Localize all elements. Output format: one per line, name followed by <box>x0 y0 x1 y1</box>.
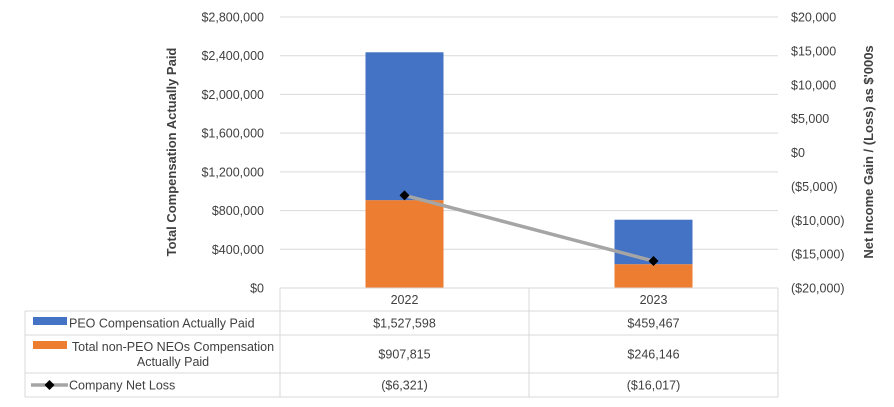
y2-tick-label: ($15,000) <box>791 248 845 262</box>
legend-marker <box>44 380 55 390</box>
y2-tick-label: $15,000 <box>791 44 836 58</box>
data-label: $907,815 <box>378 348 430 362</box>
series-line <box>402 193 656 263</box>
data-label: ($6,321) <box>381 379 428 393</box>
y2-tick-label: ($10,000) <box>791 214 845 228</box>
y2-tick-label: ($20,000) <box>791 282 845 296</box>
bars <box>365 52 693 288</box>
data-label: $459,467 <box>627 317 679 331</box>
axes: $0 $400,000 $800,000 $1,200,000 $1,600,000 $2… <box>164 11 876 296</box>
y-tick-label: $800,000 <box>212 204 264 218</box>
legend-key <box>33 317 67 325</box>
y-tick-label: $2,800,000 <box>201 11 264 25</box>
line-marker <box>399 190 410 201</box>
y-tick-label: $400,000 <box>212 243 264 257</box>
y2-axis-title: Net Income Gain / (Loss) as $'000s <box>861 45 876 258</box>
bar-segment <box>365 52 444 201</box>
y-tick-label: $1,600,000 <box>201 127 264 141</box>
gridlines <box>280 16 778 250</box>
y-tick-label: $2,000,000 <box>201 88 264 102</box>
y2-tick-label: $10,000 <box>791 78 836 92</box>
data-label: $246,146 <box>627 348 679 362</box>
y2-tick-label: ($5,000) <box>791 180 838 194</box>
y2-tick-label: $5,000 <box>791 112 829 126</box>
data-label: $1,527,598 <box>373 317 436 331</box>
legend-label: Actually Paid <box>137 355 209 369</box>
y-tick-label: $1,200,000 <box>201 165 264 179</box>
net-loss-line <box>399 190 659 267</box>
y-tick-label: $0 <box>250 282 264 296</box>
y-tick-label: $2,400,000 <box>201 49 264 63</box>
y-axis-title: Total Compensation Actually Paid <box>164 48 179 257</box>
data-label: ($16,017) <box>627 379 681 393</box>
bar-segment <box>365 200 444 288</box>
data-table: 2022 2023 PEO Compensation Actually Paid $1… <box>24 287 779 398</box>
x-tick-label: 2023 <box>640 293 668 307</box>
bar-segment <box>614 264 693 288</box>
legend-label: PEO Compensation Actually Paid <box>69 317 255 331</box>
y2-tick-label: $20,000 <box>791 11 836 25</box>
legend-label: Company Net Loss <box>69 379 175 393</box>
y2-tick-label: $0 <box>791 146 805 160</box>
legend-key <box>33 341 67 349</box>
line-marker <box>648 256 659 267</box>
legend-label: Total non-PEO NEOs Compensation <box>72 340 274 354</box>
x-tick-label: 2022 <box>391 293 419 307</box>
